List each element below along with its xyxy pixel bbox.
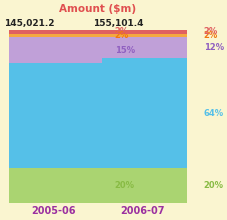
Title: Amount ($m): Amount ($m)	[59, 4, 136, 14]
Text: 2%: 2%	[114, 28, 128, 36]
Text: 20%: 20%	[114, 181, 134, 190]
Bar	[4, 169, 102, 203]
Text: 12%: 12%	[203, 43, 223, 52]
Text: 155,101.4: 155,101.4	[93, 18, 143, 28]
Bar	[4, 37, 102, 63]
Text: 2%: 2%	[203, 28, 217, 36]
Bar	[93, 30, 190, 34]
Text: 20%: 20%	[203, 181, 223, 190]
Bar	[93, 58, 190, 169]
Bar	[93, 37, 190, 58]
Bar	[4, 63, 102, 169]
Text: 15%: 15%	[114, 46, 134, 55]
Text: 2%: 2%	[114, 31, 128, 40]
Bar	[93, 34, 190, 37]
Text: 2%: 2%	[203, 31, 217, 40]
Text: 64%: 64%	[203, 109, 223, 118]
Bar	[4, 34, 102, 37]
Text: 61%: 61%	[114, 111, 134, 120]
Bar	[93, 169, 190, 203]
Bar	[4, 30, 102, 34]
Text: 145,021.2: 145,021.2	[4, 18, 54, 28]
